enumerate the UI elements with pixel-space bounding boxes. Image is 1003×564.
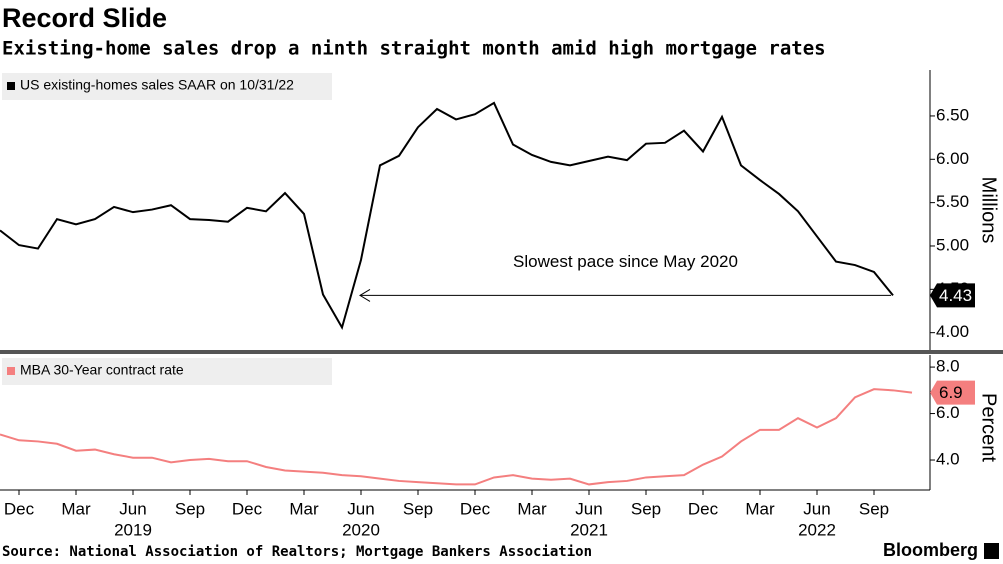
x-tick-label: Jun (803, 499, 830, 518)
source: Source: National Association of Realtors… (2, 544, 592, 560)
panel-separator (0, 350, 1003, 354)
value-label: 4.43 (939, 286, 972, 305)
y-tick-label: 4.00 (936, 322, 969, 341)
value-badge (930, 283, 975, 308)
x-tick-label: Mar (289, 499, 319, 518)
y-tick-label: 8.0 (936, 357, 960, 376)
y-tick-label: 5.00 (936, 235, 969, 254)
x-tick-label: Sep (175, 499, 205, 518)
x-tick-label: Mar (517, 499, 547, 518)
x-tick-label: Mar (745, 499, 775, 518)
x-year-label: 2022 (798, 520, 836, 539)
chart-title: Record Slide (2, 3, 167, 33)
x-tick-label: Mar (61, 499, 91, 518)
x-tick-label: Sep (859, 499, 889, 518)
legend-label: US existing-homes sales SAAR on 10/31/22 (20, 77, 294, 93)
x-tick-label: Dec (460, 499, 491, 518)
value-label: 6.9 (939, 383, 963, 402)
y-tick-label: 6.00 (936, 149, 969, 168)
data-line (0, 101, 894, 331)
legend-swatch (7, 82, 15, 90)
brand: Bloomberg (883, 540, 978, 560)
y-tick-label: 6.0 (936, 403, 960, 422)
legend-box (2, 358, 332, 385)
data-line (0, 388, 913, 486)
x-tick-label: Dec (4, 499, 35, 518)
y-axis-title: Millions (978, 177, 1000, 244)
y-tick-label: 5.50 (936, 192, 969, 211)
y-tick-label: 6.50 (936, 105, 969, 124)
y-tick-label: 4.0 (936, 450, 960, 469)
annotation: Slowest pace since May 2020 (513, 252, 738, 271)
x-tick-label: Dec (232, 499, 263, 518)
chart-subtitle: Existing-home sales drop a ninth straigh… (2, 38, 826, 60)
x-tick-label: Dec (688, 499, 719, 518)
x-tick-label: Jun (575, 499, 602, 518)
legend-box (2, 73, 332, 100)
value-badge (930, 380, 975, 405)
x-year-label: 2021 (570, 520, 608, 539)
x-year-label: 2020 (342, 520, 380, 539)
x-tick-label: Jun (347, 499, 374, 518)
brand-icon (984, 543, 999, 559)
legend-label: MBA 30-Year contract rate (20, 362, 184, 378)
legend-swatch (7, 367, 15, 375)
arrow-head (359, 288, 371, 302)
x-tick-label: Jun (119, 499, 146, 518)
x-tick-label: Sep (631, 499, 661, 518)
x-tick-label: Sep (403, 499, 433, 518)
y-axis-title: Percent (978, 393, 1000, 462)
x-year-label: 2019 (114, 520, 152, 539)
